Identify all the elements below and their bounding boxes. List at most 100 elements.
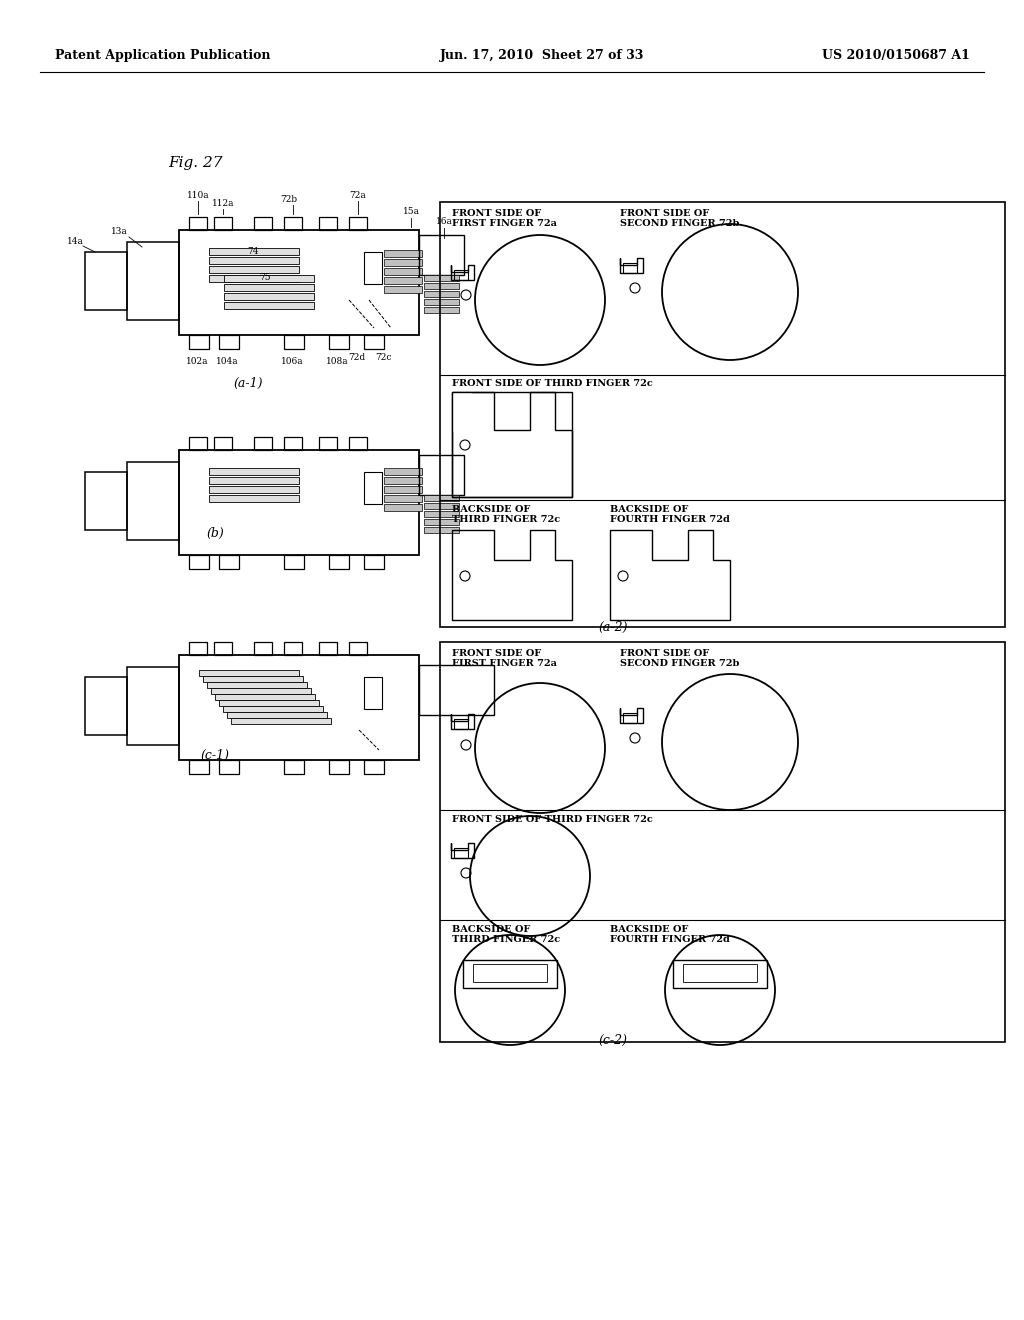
Text: 15a: 15a [402, 207, 420, 216]
Text: (c-2): (c-2) [598, 1034, 628, 1047]
Text: BACKSIDE OF: BACKSIDE OF [610, 506, 688, 515]
Text: (a-2): (a-2) [598, 620, 628, 634]
Text: Patent Application Publication: Patent Application Publication [55, 49, 270, 62]
Text: 110a: 110a [186, 190, 209, 199]
Bar [424, 511, 459, 517]
Bar [231, 718, 331, 723]
Bar [224, 275, 314, 282]
Bar [85, 677, 127, 735]
Bar [349, 437, 367, 450]
Bar [254, 216, 272, 230]
Bar [189, 335, 209, 348]
Bar [189, 760, 209, 774]
Text: Jun. 17, 2010  Sheet 27 of 33: Jun. 17, 2010 Sheet 27 of 33 [440, 49, 644, 62]
Bar [227, 711, 327, 718]
Text: FRONT SIDE OF: FRONT SIDE OF [620, 649, 710, 659]
Bar [284, 335, 304, 348]
Bar [189, 437, 207, 450]
Bar [209, 248, 299, 255]
Text: (b): (b) [206, 527, 224, 540]
Bar [254, 642, 272, 655]
Bar [384, 477, 422, 484]
Bar [329, 335, 349, 348]
Text: FRONT SIDE OF: FRONT SIDE OF [620, 210, 710, 219]
Bar [452, 392, 472, 432]
Bar [419, 235, 464, 275]
Text: FOURTH FINGER 72d: FOURTH FINGER 72d [610, 936, 730, 945]
Bar [364, 554, 384, 569]
Bar [319, 437, 337, 450]
Bar [384, 268, 422, 275]
Text: FOURTH FINGER 72d: FOURTH FINGER 72d [610, 516, 730, 524]
Bar [384, 495, 422, 502]
Bar [384, 469, 422, 475]
Bar [424, 290, 459, 297]
Text: 72c: 72c [376, 352, 392, 362]
Bar [424, 308, 459, 313]
Bar [215, 694, 315, 700]
Bar [454, 271, 468, 280]
Bar [211, 688, 311, 694]
Text: (a-1): (a-1) [233, 376, 263, 389]
Bar [224, 302, 314, 309]
Bar [364, 473, 382, 504]
Text: FIRST FINGER 72a: FIRST FINGER 72a [452, 219, 557, 228]
Bar [364, 760, 384, 774]
Bar [254, 437, 272, 450]
Text: (c-1): (c-1) [201, 748, 229, 762]
Bar [189, 642, 207, 655]
Text: BACKSIDE OF: BACKSIDE OF [452, 506, 530, 515]
Text: BACKSIDE OF: BACKSIDE OF [610, 925, 688, 935]
Text: 104a: 104a [216, 356, 239, 366]
Bar [224, 284, 314, 290]
Bar [424, 300, 459, 305]
Bar [424, 519, 459, 525]
Text: 108a: 108a [326, 356, 348, 366]
Bar [224, 293, 314, 300]
Bar [683, 964, 757, 982]
Bar [179, 655, 419, 760]
Bar [223, 706, 323, 711]
Bar [384, 486, 422, 492]
Text: FRONT SIDE OF: FRONT SIDE OF [452, 649, 542, 659]
Bar [349, 216, 367, 230]
Text: SECOND FINGER 72b: SECOND FINGER 72b [620, 219, 739, 228]
Bar [454, 719, 468, 729]
Text: Fig. 27: Fig. 27 [168, 156, 222, 170]
Bar [364, 677, 382, 709]
Bar [424, 495, 459, 502]
Bar [623, 263, 637, 273]
Text: THIRD FINGER 72c: THIRD FINGER 72c [452, 936, 560, 945]
Bar [384, 286, 422, 293]
Bar [219, 335, 239, 348]
Bar [364, 335, 384, 348]
Bar [219, 700, 319, 706]
Bar [209, 495, 299, 502]
Bar [329, 554, 349, 569]
Bar [419, 665, 494, 715]
Bar [219, 554, 239, 569]
Bar [209, 267, 299, 273]
Bar [179, 450, 419, 554]
Bar [319, 642, 337, 655]
Bar [384, 277, 422, 284]
Bar [214, 437, 232, 450]
Bar [440, 642, 1005, 1041]
Bar [284, 437, 302, 450]
Bar [127, 242, 179, 319]
Text: FIRST FINGER 72a: FIRST FINGER 72a [452, 660, 557, 668]
Bar [203, 676, 303, 682]
Bar [189, 216, 207, 230]
Text: 14a: 14a [67, 238, 83, 247]
Bar [209, 257, 299, 264]
Text: SECOND FINGER 72b: SECOND FINGER 72b [620, 660, 739, 668]
Text: FRONT SIDE OF THIRD FINGER 72c: FRONT SIDE OF THIRD FINGER 72c [452, 816, 652, 825]
Bar [284, 760, 304, 774]
Bar [189, 554, 209, 569]
Bar [424, 527, 459, 533]
Bar [473, 964, 547, 982]
Bar [85, 473, 127, 531]
Text: 72d: 72d [348, 352, 366, 362]
Bar [209, 469, 299, 475]
Bar [419, 455, 464, 495]
